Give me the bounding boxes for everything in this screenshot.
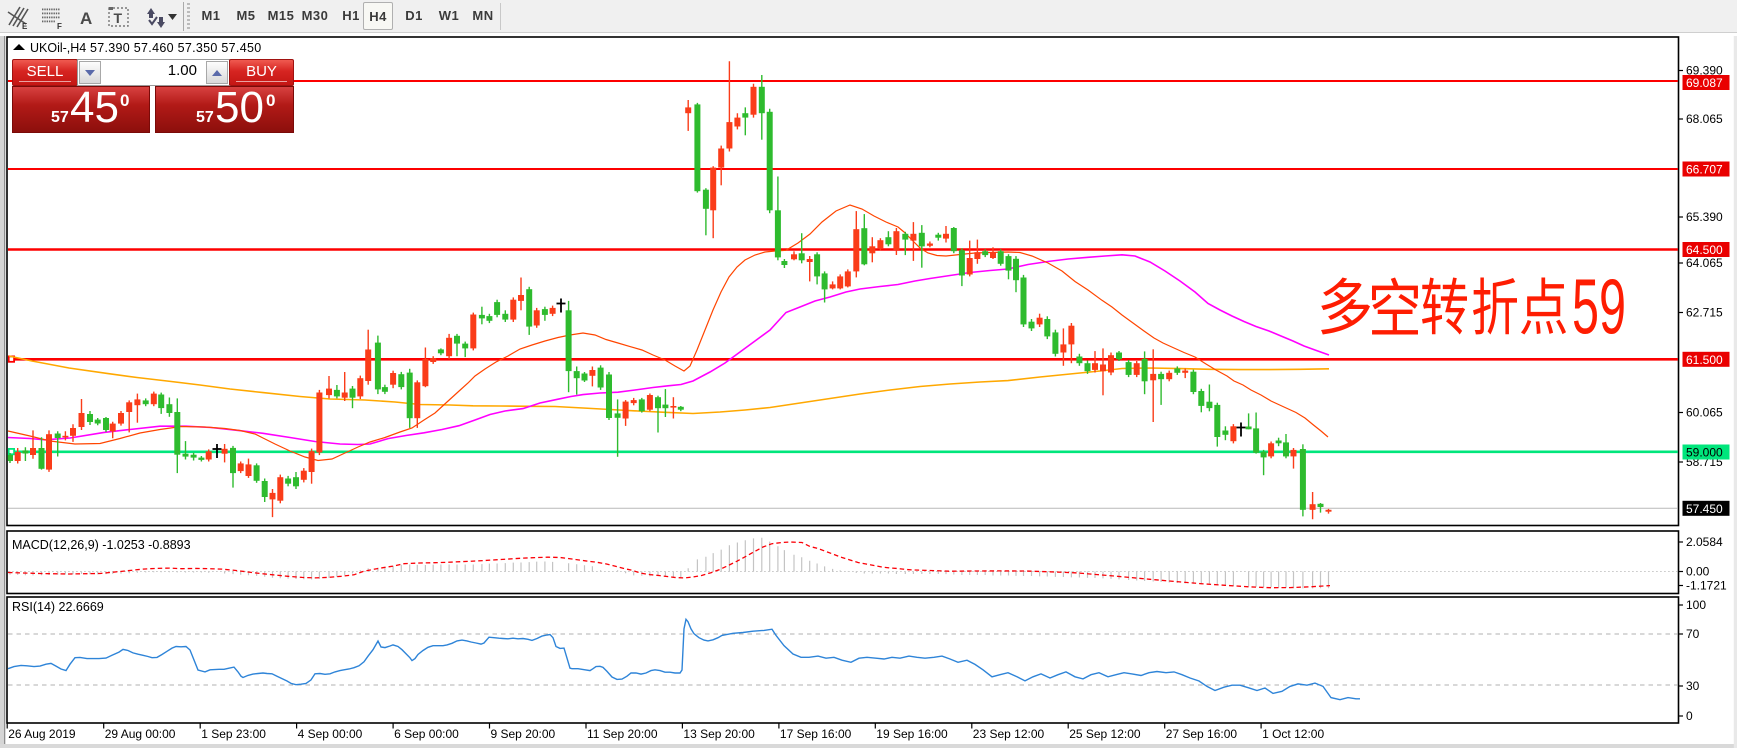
- svg-text:60.065: 60.065: [1686, 406, 1723, 420]
- svg-text:70: 70: [1686, 627, 1700, 641]
- svg-text:69.390: 69.390: [1686, 64, 1723, 78]
- svg-text:66.707: 66.707: [1686, 163, 1723, 177]
- svg-text:27 Sep 16:00: 27 Sep 16:00: [1166, 727, 1238, 741]
- svg-text:11 Sep 20:00: 11 Sep 20:00: [587, 727, 658, 741]
- svg-text:57.390 57.460 57.350 57.450: 57.390 57.460 57.350 57.450: [90, 41, 261, 55]
- svg-text:4 Sep 00:00: 4 Sep 00:00: [298, 727, 363, 741]
- svg-text:29 Aug 00:00: 29 Aug 00:00: [105, 727, 176, 741]
- svg-text:A: A: [80, 9, 92, 28]
- svg-text:-1.1721: -1.1721: [1686, 579, 1727, 593]
- svg-text:62.715: 62.715: [1686, 306, 1723, 320]
- svg-text:26 Aug 2019: 26 Aug 2019: [8, 727, 76, 741]
- svg-text:RSI(14) 22.6669: RSI(14) 22.6669: [12, 600, 104, 614]
- svg-text:T: T: [114, 10, 123, 26]
- svg-text:UKOil-,H4: UKOil-,H4: [30, 41, 86, 55]
- svg-text:19 Sep 16:00: 19 Sep 16:00: [876, 727, 948, 741]
- svg-text:59: 59: [1572, 262, 1626, 350]
- svg-text:13 Sep 20:00: 13 Sep 20:00: [683, 727, 755, 741]
- svg-text:69.087: 69.087: [1686, 76, 1723, 90]
- svg-text:100: 100: [1686, 598, 1706, 612]
- svg-text:65.390: 65.390: [1686, 210, 1723, 224]
- svg-text:61.500: 61.500: [1686, 353, 1723, 367]
- svg-text:9 Sep 20:00: 9 Sep 20:00: [491, 727, 556, 741]
- svg-text:30: 30: [1686, 679, 1700, 693]
- svg-text:F: F: [57, 22, 62, 31]
- svg-text:0.00: 0.00: [1686, 565, 1710, 579]
- svg-text:1 Oct 12:00: 1 Oct 12:00: [1262, 727, 1324, 741]
- svg-text:25 Sep 12:00: 25 Sep 12:00: [1069, 727, 1141, 741]
- svg-text:1 Sep 23:00: 1 Sep 23:00: [201, 727, 266, 741]
- svg-text:23 Sep 12:00: 23 Sep 12:00: [973, 727, 1045, 741]
- svg-text:64.065: 64.065: [1686, 256, 1723, 270]
- svg-text:17 Sep 16:00: 17 Sep 16:00: [780, 727, 852, 741]
- svg-text:0: 0: [1686, 709, 1693, 723]
- svg-text:MACD(12,26,9) -1.0253 -0.8893: MACD(12,26,9) -1.0253 -0.8893: [12, 538, 191, 552]
- svg-text:59.000: 59.000: [1686, 446, 1723, 460]
- svg-text:57.450: 57.450: [1686, 502, 1723, 516]
- svg-text:68.065: 68.065: [1686, 112, 1723, 126]
- svg-text:E: E: [22, 22, 28, 31]
- svg-text:64.500: 64.500: [1686, 243, 1723, 257]
- svg-text:2.0584: 2.0584: [1686, 535, 1723, 549]
- svg-text:6 Sep 00:00: 6 Sep 00:00: [394, 727, 459, 741]
